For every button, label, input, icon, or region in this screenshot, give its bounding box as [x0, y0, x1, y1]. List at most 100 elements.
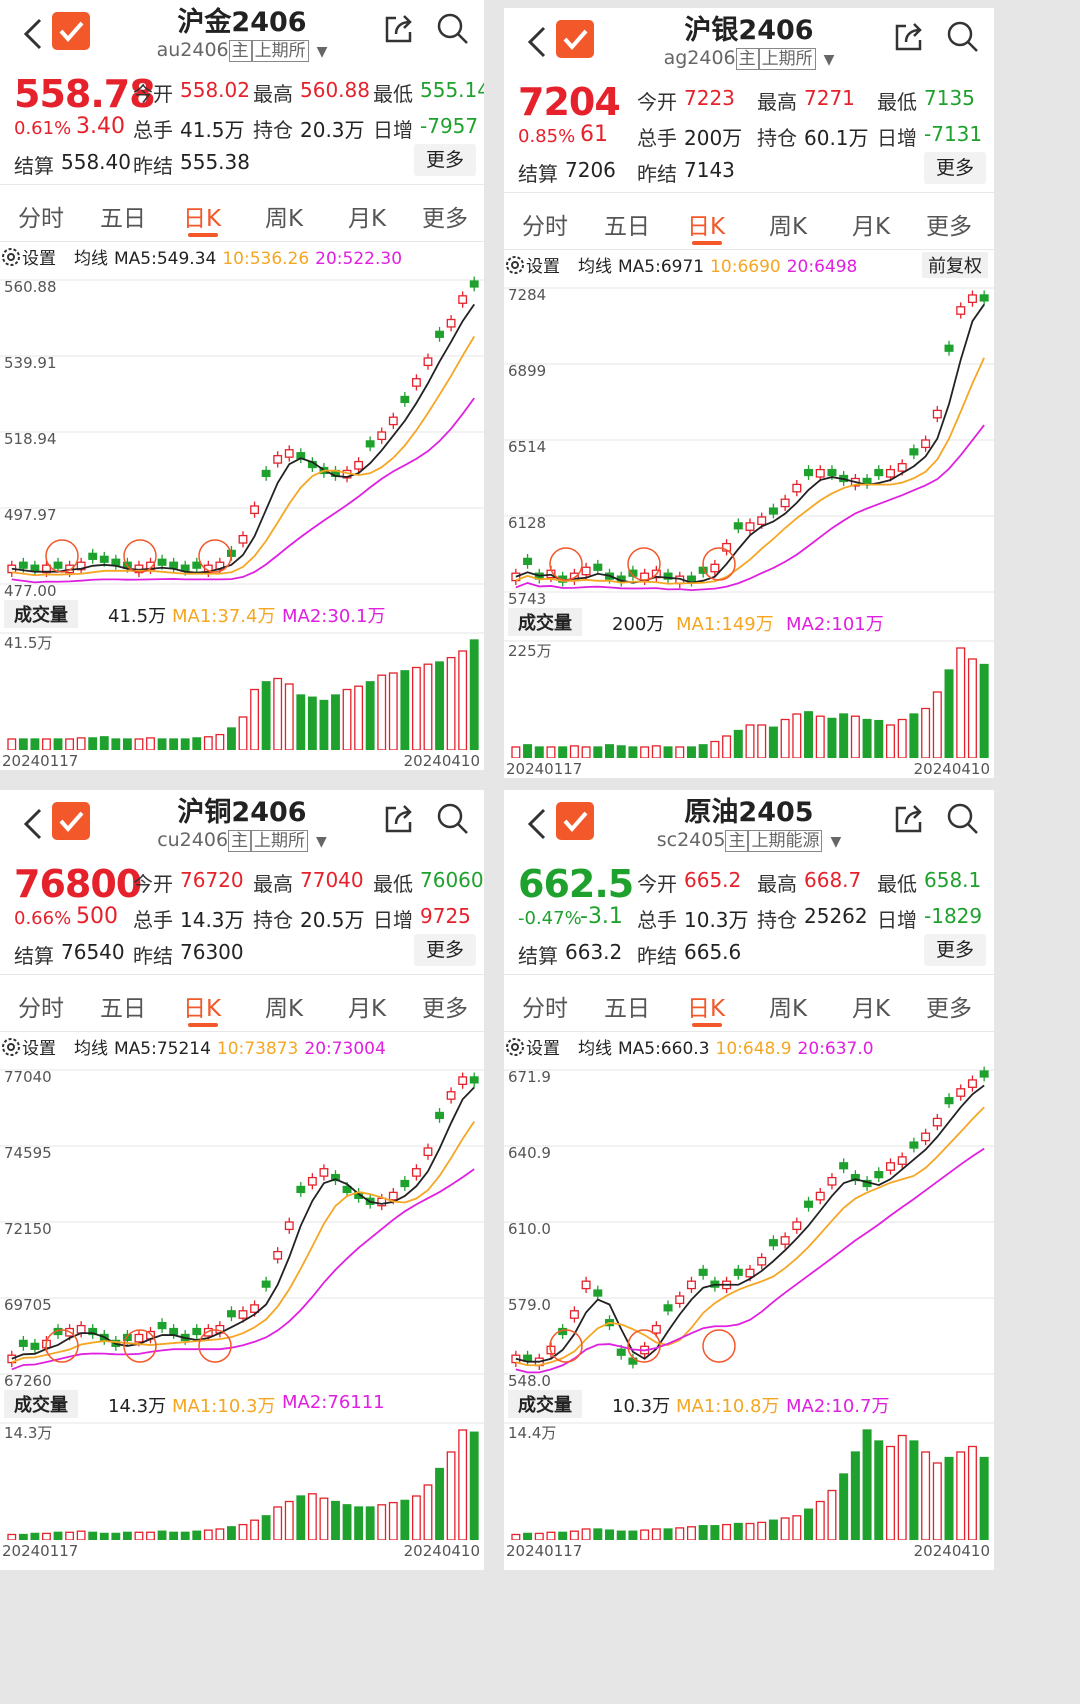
volume-bar [593, 746, 603, 758]
tab-5[interactable]: 更多 [926, 996, 972, 1022]
back-icon[interactable] [20, 804, 48, 844]
share-icon[interactable] [892, 802, 926, 836]
tab-1[interactable]: 五日 [100, 996, 146, 1022]
watchlist-check-icon[interactable] [52, 802, 90, 840]
search-icon[interactable] [946, 20, 980, 54]
date-end: 20240410 [913, 1542, 990, 1560]
contract-subtitle[interactable]: ag2406 主上期所 ▼ [504, 44, 994, 70]
back-icon[interactable] [20, 14, 48, 54]
volume-bar [157, 1530, 167, 1540]
volume-bar [909, 713, 919, 758]
candle [435, 1111, 444, 1120]
search-icon[interactable] [436, 12, 470, 46]
open-interest-value: 20.3万 [300, 118, 365, 142]
watchlist-check-icon[interactable] [556, 20, 594, 58]
volume-bar [827, 1489, 837, 1540]
candle [511, 572, 521, 582]
share-icon[interactable] [892, 20, 926, 54]
volume-bar [757, 1521, 767, 1540]
high-label: 最高 [757, 872, 797, 896]
open-value: 7223 [684, 86, 735, 110]
tab-3[interactable]: 周K [265, 206, 304, 232]
tab-1[interactable]: 五日 [604, 214, 650, 240]
volume-badge[interactable]: 成交量 [4, 600, 78, 628]
tab-0[interactable]: 分时 [522, 996, 568, 1022]
tab-4[interactable]: 月K [348, 996, 387, 1022]
volume-badge[interactable]: 成交量 [508, 608, 582, 636]
settings-label[interactable]: 设置 [526, 257, 560, 277]
volume-chart[interactable] [504, 1422, 994, 1540]
kline-chart[interactable] [0, 1062, 484, 1382]
search-icon[interactable] [436, 802, 470, 836]
candle [342, 1185, 352, 1194]
volume-bar [400, 670, 410, 750]
gear-icon[interactable] [0, 246, 22, 273]
more-button[interactable]: 更多 [924, 152, 986, 184]
contract-subtitle[interactable]: cu2406 主上期所 ▼ [0, 826, 484, 852]
tab-1[interactable]: 五日 [604, 996, 650, 1022]
tab-3[interactable]: 周K [769, 214, 808, 240]
tab-4[interactable]: 月K [852, 214, 891, 240]
tab-2[interactable]: 日K [687, 996, 726, 1022]
settlement-label: 结算 [14, 154, 54, 178]
tab-4[interactable]: 月K [852, 996, 891, 1022]
active-tab-indicator [692, 1023, 722, 1027]
volume-bar [628, 1530, 638, 1540]
high-value: 77040 [300, 868, 364, 892]
candle [757, 1256, 767, 1266]
candle [593, 563, 603, 571]
daily-increase-label: 日增 [877, 908, 917, 932]
volume-bar [365, 681, 375, 750]
settings-label[interactable]: 设置 [22, 1039, 56, 1059]
volume-chart[interactable] [504, 640, 994, 758]
tab-0[interactable]: 分时 [18, 996, 64, 1022]
tab-0[interactable]: 分时 [522, 214, 568, 240]
tab-4[interactable]: 月K [348, 206, 387, 232]
zoom-out-icon [45, 539, 79, 573]
candle [979, 1070, 989, 1078]
settings-label[interactable]: 设置 [526, 1039, 560, 1059]
search-icon[interactable] [946, 802, 980, 836]
kline-chart[interactable] [0, 272, 484, 592]
gear-icon[interactable] [0, 1036, 22, 1063]
tab-0[interactable]: 分时 [18, 206, 64, 232]
volume-chart[interactable] [0, 1422, 484, 1540]
tab-2[interactable]: 日K [183, 996, 222, 1022]
back-icon[interactable] [524, 804, 552, 844]
share-icon[interactable] [382, 802, 416, 836]
prev-settlement-value: 665.6 [684, 940, 742, 964]
settlement-label: 结算 [14, 944, 54, 968]
tab-5[interactable]: 更多 [422, 206, 468, 232]
more-button[interactable]: 更多 [924, 934, 986, 966]
tab-3[interactable]: 周K [265, 996, 304, 1022]
kline-chart[interactable] [504, 280, 994, 600]
gear-icon[interactable] [504, 254, 526, 281]
vol-ma2: MA2:101万 [786, 614, 884, 635]
tab-5[interactable]: 更多 [422, 996, 468, 1022]
volume-badge[interactable]: 成交量 [508, 1390, 582, 1418]
watchlist-check-icon[interactable] [556, 802, 594, 840]
tab-2[interactable]: 日K [183, 206, 222, 232]
gear-icon[interactable] [504, 1036, 526, 1063]
tab-1[interactable]: 五日 [100, 206, 146, 232]
adjust-button[interactable]: 前复权 [922, 252, 988, 278]
more-button[interactable]: 更多 [414, 934, 476, 966]
volume-bar [897, 718, 907, 758]
more-button[interactable]: 更多 [414, 144, 476, 176]
contract-subtitle[interactable]: au2406 主上期所 ▼ [0, 36, 484, 62]
contract-subtitle[interactable]: sc2405 主上期能源 ▼ [504, 826, 994, 852]
volume-chart[interactable] [0, 632, 484, 750]
settings-label[interactable]: 设置 [22, 249, 56, 269]
back-icon[interactable] [524, 22, 552, 62]
watchlist-check-icon[interactable] [52, 12, 90, 50]
volume-bar [250, 1519, 259, 1540]
candle [944, 344, 954, 352]
tab-5[interactable]: 更多 [926, 214, 972, 240]
volume-bar [921, 707, 931, 758]
candle [169, 1327, 179, 1336]
volume-badge[interactable]: 成交量 [4, 1390, 78, 1418]
tab-3[interactable]: 周K [769, 996, 808, 1022]
tab-2[interactable]: 日K [687, 214, 726, 240]
share-icon[interactable] [382, 12, 416, 46]
kline-chart[interactable] [504, 1062, 994, 1382]
